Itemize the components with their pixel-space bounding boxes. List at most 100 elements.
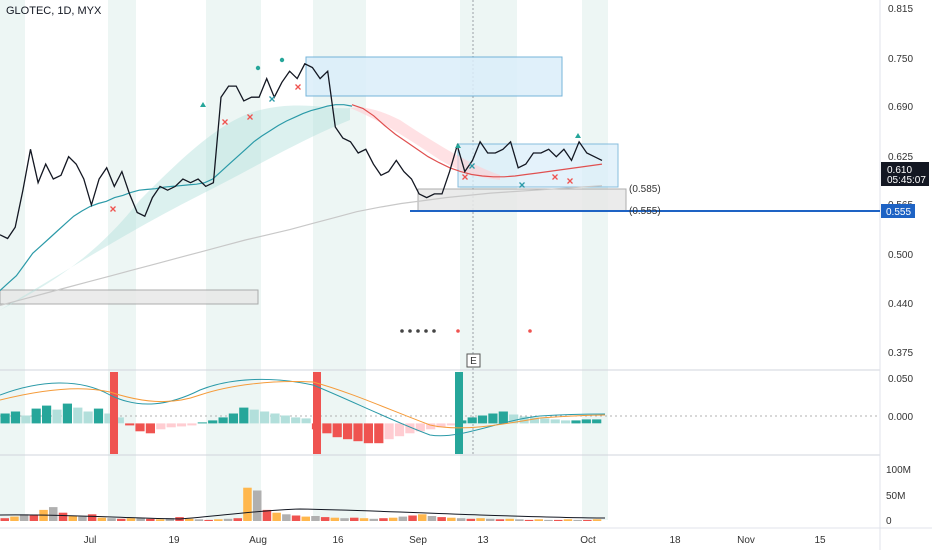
macd-bar — [83, 411, 93, 424]
time-tick: Jul — [84, 535, 97, 546]
volume-bar — [282, 514, 291, 521]
volume-bar — [97, 517, 107, 521]
macd-bar — [394, 423, 405, 437]
volume-bar — [573, 519, 582, 521]
volume-bar — [19, 514, 29, 521]
macd-bar — [42, 405, 52, 424]
signal-cross — [519, 182, 525, 188]
volume-bar — [330, 517, 340, 521]
volume-bar — [505, 518, 514, 521]
volume-bar — [408, 515, 417, 521]
signal-markers — [110, 57, 581, 212]
volume-bar — [214, 519, 223, 521]
macd-bar — [519, 416, 529, 424]
macd-bar — [426, 423, 436, 430]
macd-bar — [135, 423, 145, 432]
volume-bar — [204, 519, 213, 521]
volume-bar — [107, 518, 116, 521]
volume-bar — [534, 519, 543, 521]
dot-red — [456, 329, 460, 333]
symbol-title: GLOTEC, 1D, MYX — [6, 5, 102, 17]
macd-line — [0, 378, 606, 437]
time-tick: Nov — [737, 535, 755, 546]
signal-triangle — [575, 133, 581, 138]
macd-bar — [218, 417, 228, 424]
volume-bar — [29, 515, 39, 521]
macd-bar — [249, 409, 259, 424]
macd-spike-bull — [455, 372, 463, 454]
volume-bar — [486, 518, 495, 521]
volume-bar — [0, 518, 9, 521]
volume-bar — [476, 518, 485, 521]
volume-bar — [233, 518, 242, 521]
time-tick: 15 — [814, 535, 826, 546]
dot — [400, 329, 404, 333]
macd-bar — [208, 420, 218, 424]
volume-bar — [379, 518, 388, 521]
time-axis[interactable]: Jul 19 Aug 16 Sep 13 Oct 18 Nov 15 — [84, 535, 826, 546]
price-tick: 0.375 — [888, 348, 913, 359]
volume-bar — [223, 518, 233, 521]
macd-bar — [187, 423, 197, 426]
volume-bar — [388, 517, 398, 521]
macd-bar — [73, 407, 83, 424]
volume-bar — [272, 512, 281, 521]
support-price-badge — [881, 204, 915, 218]
macd-bar — [197, 422, 207, 424]
earnings-marker-box[interactable] — [466, 353, 481, 368]
volume-bar — [165, 518, 175, 521]
macd-bar — [270, 413, 280, 424]
signal-cross — [269, 96, 275, 102]
volume-bar — [78, 516, 87, 521]
macd-bar — [581, 419, 591, 424]
volume-bar — [515, 519, 524, 521]
macd-bar — [260, 411, 270, 424]
time-tick: 16 — [332, 535, 344, 546]
dot-row — [400, 329, 532, 333]
macd-bar — [322, 423, 332, 434]
volume-bar — [554, 519, 563, 521]
signal-cross — [552, 174, 558, 180]
dot — [424, 329, 428, 333]
volume-bar — [447, 517, 456, 521]
macd-bar — [125, 423, 135, 426]
volume-bar — [359, 518, 369, 521]
dot-red — [528, 329, 532, 333]
macd-bar — [52, 409, 62, 424]
signal-cross — [567, 178, 573, 184]
macd-bar — [62, 403, 72, 424]
volume-bar — [563, 519, 573, 521]
volume-bar — [418, 514, 427, 521]
support-zone[interactable] — [417, 188, 627, 212]
ma-slow-line[interactable] — [0, 185, 603, 306]
volume-bar — [544, 519, 553, 521]
volume-bar — [340, 518, 349, 521]
dot — [432, 329, 436, 333]
band — [206, 0, 261, 520]
time-tick: Oct — [580, 535, 596, 546]
macd-bar — [301, 418, 311, 424]
macd-bar — [291, 417, 301, 424]
macd-bar — [0, 413, 10, 424]
volume-bar — [58, 512, 68, 521]
price-tick: 0.625 — [888, 152, 913, 163]
macd-bar — [353, 423, 363, 442]
resistance-zone-upper[interactable] — [305, 56, 563, 97]
volume-bar — [427, 516, 437, 521]
price-line[interactable] — [0, 62, 603, 240]
macd-bar — [498, 411, 508, 424]
signal-triangle — [455, 143, 461, 148]
macd-bar — [166, 423, 176, 428]
signal-dot — [255, 65, 261, 71]
macd-spike-bear — [110, 372, 118, 454]
current-price: 0.610 — [887, 165, 912, 176]
macd-bar — [156, 423, 166, 430]
demand-zone-left[interactable] — [0, 289, 259, 305]
volume-bar — [398, 516, 408, 521]
volume-bar — [437, 517, 446, 521]
level-upper-label: (0.585) — [629, 184, 661, 195]
ma-red-line[interactable] — [351, 104, 603, 178]
macd-bar — [540, 418, 550, 424]
macd-bar — [529, 417, 539, 424]
